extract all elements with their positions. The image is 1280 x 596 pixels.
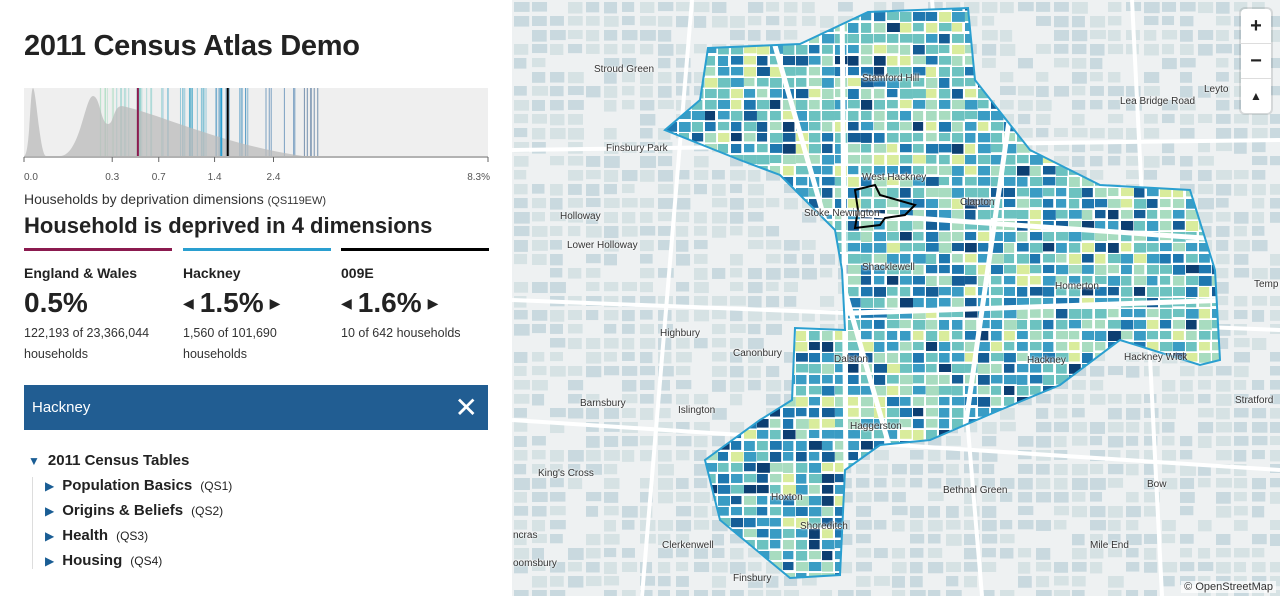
tree-item-label: Health: [62, 527, 109, 544]
triangle-right-icon: ▶: [45, 478, 55, 493]
stat-value-row: ◀ 1.5% ▶: [183, 287, 331, 319]
page-title: 2011 Census Atlas Demo: [24, 30, 360, 62]
map-place-label: West Hackney: [862, 172, 927, 183]
map-place-label: Holloway: [560, 211, 601, 222]
density-curve: [24, 88, 303, 156]
stat-count: 10 of 642 households: [341, 326, 461, 340]
triangle-right-icon: ▶: [45, 503, 55, 518]
close-icon[interactable]: ✕: [454, 391, 478, 423]
map-place-label: Stratford: [1235, 395, 1274, 406]
selected-area-009e-outline: [853, 183, 917, 230]
map-place-label: Dalston: [834, 354, 868, 365]
zoom-out-button[interactable]: −: [1241, 44, 1271, 79]
stat-value-row: ◀ 1.6% ▶: [341, 287, 489, 319]
tree-item-label: Housing: [62, 552, 123, 569]
tree-item-code: (QS4): [130, 553, 163, 568]
table-title-text: Households by deprivation dimensions: [24, 191, 264, 207]
map[interactable]: [512, 0, 1280, 596]
table-title: Households by deprivation dimensions (QS…: [24, 191, 326, 207]
triangle-right-icon: ▶: [45, 528, 55, 543]
stat-color-bar: [183, 248, 331, 251]
stat-value-row: 0.5%: [24, 287, 172, 319]
stat-color-bar: [24, 248, 172, 251]
map-place-label: Temp: [1254, 279, 1279, 290]
map-place-label: Hackney Wick: [1124, 352, 1188, 363]
tree-root-label: 2011 Census Tables: [47, 452, 190, 469]
map-place-label: Lea Bridge Road: [1120, 96, 1196, 107]
map-place-label: Finsbury Park: [606, 143, 668, 154]
tree-item-code: (QS3): [116, 528, 149, 543]
zoom-in-button[interactable]: +: [1241, 9, 1271, 44]
stat-value: 1.5%: [199, 287, 264, 318]
stat-value: 0.5%: [24, 287, 88, 318]
x-tick-label: 1.4: [208, 172, 222, 183]
reset-north-button[interactable]: ▲: [1250, 89, 1262, 103]
map-place-label: Hoxton: [771, 492, 803, 503]
distribution-chart[interactable]: 0.0 0.3 0.7 1.4 2.4 8.3%: [0, 84, 512, 184]
tree-item[interactable]: ▶ Population Basics (QS1): [45, 477, 232, 494]
stat-count: 1,560 of 101,690 households: [183, 326, 277, 361]
category-title: Household is deprived in 4 dimensions: [24, 213, 433, 238]
map-place-label: Haggerston: [850, 421, 902, 432]
map-place-label: Islington: [678, 405, 716, 416]
tree-item-label: Population Basics: [62, 477, 193, 494]
prev-arrow-icon[interactable]: ◀: [183, 294, 194, 311]
map-place-label: Stroud Green: [594, 64, 655, 75]
stat-color-bar: [341, 248, 489, 251]
x-tick-label: 0.0: [24, 172, 38, 183]
stat-area-name: England & Wales: [24, 265, 138, 281]
triangle-right-icon: ▶: [45, 553, 55, 568]
stat-count: 122,193 of 23,366,044 households: [24, 326, 150, 361]
map-place-label: Leyto: [1204, 84, 1229, 95]
tree-item-code: (QS2): [191, 503, 224, 518]
map-place-label: Clapton: [960, 197, 995, 208]
x-tick-label: 8.3%: [467, 172, 490, 183]
map-place-label: Shacklewell: [862, 262, 915, 273]
map-place-label: Hackney: [1027, 355, 1066, 366]
stat-value: 1.6%: [357, 287, 422, 318]
map-controls: + − ▲: [1241, 9, 1271, 113]
map-place-label: King's Cross: [538, 468, 594, 479]
tree-root[interactable]: ▼ 2011 Census Tables: [28, 452, 232, 469]
x-tick-label: 2.4: [267, 172, 281, 183]
selected-area-label: Hackney: [32, 399, 91, 416]
stat-column: Hackney ◀ 1.5% ▶ 1,560 of 101,690 househol…: [183, 248, 331, 365]
stat-column: England & Wales 0.5% 122,193 of 23,366,0…: [24, 248, 172, 365]
census-tree: ▼ 2011 Census Tables ▶ Population Basics (Q…: [28, 452, 232, 569]
x-tick-label: 0.3: [105, 172, 119, 183]
map-place-label: Bow: [1147, 479, 1167, 490]
x-tick-label: 0.7: [152, 172, 166, 183]
map-place-label: Lower Holloway: [567, 240, 638, 251]
next-arrow-icon[interactable]: ▶: [269, 294, 281, 311]
stat-area-name: 009E: [341, 265, 374, 281]
hackney-boundary: [663, 6, 1222, 580]
map-place-label: Mile End: [1090, 540, 1129, 551]
tree-item-label: Origins & Beliefs: [62, 502, 184, 519]
tree-item-code: (QS1): [200, 478, 233, 493]
map-place-label: Canonbury: [733, 348, 782, 359]
map-place-label: Bethnal Green: [943, 485, 1008, 496]
table-code: (QS119EW): [267, 195, 327, 207]
map-place-label: Highbury: [660, 328, 701, 339]
map-place-label: Barnsbury: [580, 398, 626, 409]
tree-item[interactable]: ▶ Origins & Beliefs (QS2): [45, 502, 232, 519]
map-place-label: Clerkenwell: [662, 540, 714, 551]
map-place-label: Homerton: [1055, 281, 1099, 292]
side-panel: 2011 Census Atlas Demo 0.0 0.3 0.7 1.4 2.4 8.…: [0, 0, 512, 596]
map-attribution[interactable]: © OpenStreetMap: [1181, 581, 1276, 593]
map-place-label: Shoreditch: [800, 521, 848, 532]
tree-item[interactable]: ▶ Housing (QS4): [45, 552, 232, 569]
map-place-label: Stoke Newington: [804, 208, 880, 219]
prev-arrow-icon[interactable]: ◀: [341, 294, 352, 311]
map-place-label: Finsbury: [733, 573, 772, 584]
next-arrow-icon[interactable]: ▶: [427, 294, 439, 311]
map-place-label: Stamford Hill: [862, 73, 920, 84]
stat-column: 009E ◀ 1.6% ▶ 10 of 642 households: [341, 248, 489, 344]
triangle-down-icon: ▼: [28, 453, 40, 468]
map-place-label: oomsbury: [513, 558, 557, 569]
selected-area-bar: Hackney ✕: [24, 385, 488, 430]
stat-area-name: Hackney: [183, 265, 241, 281]
map-place-label: ncras: [513, 530, 538, 541]
tree-item[interactable]: ▶ Health (QS3): [45, 527, 232, 544]
